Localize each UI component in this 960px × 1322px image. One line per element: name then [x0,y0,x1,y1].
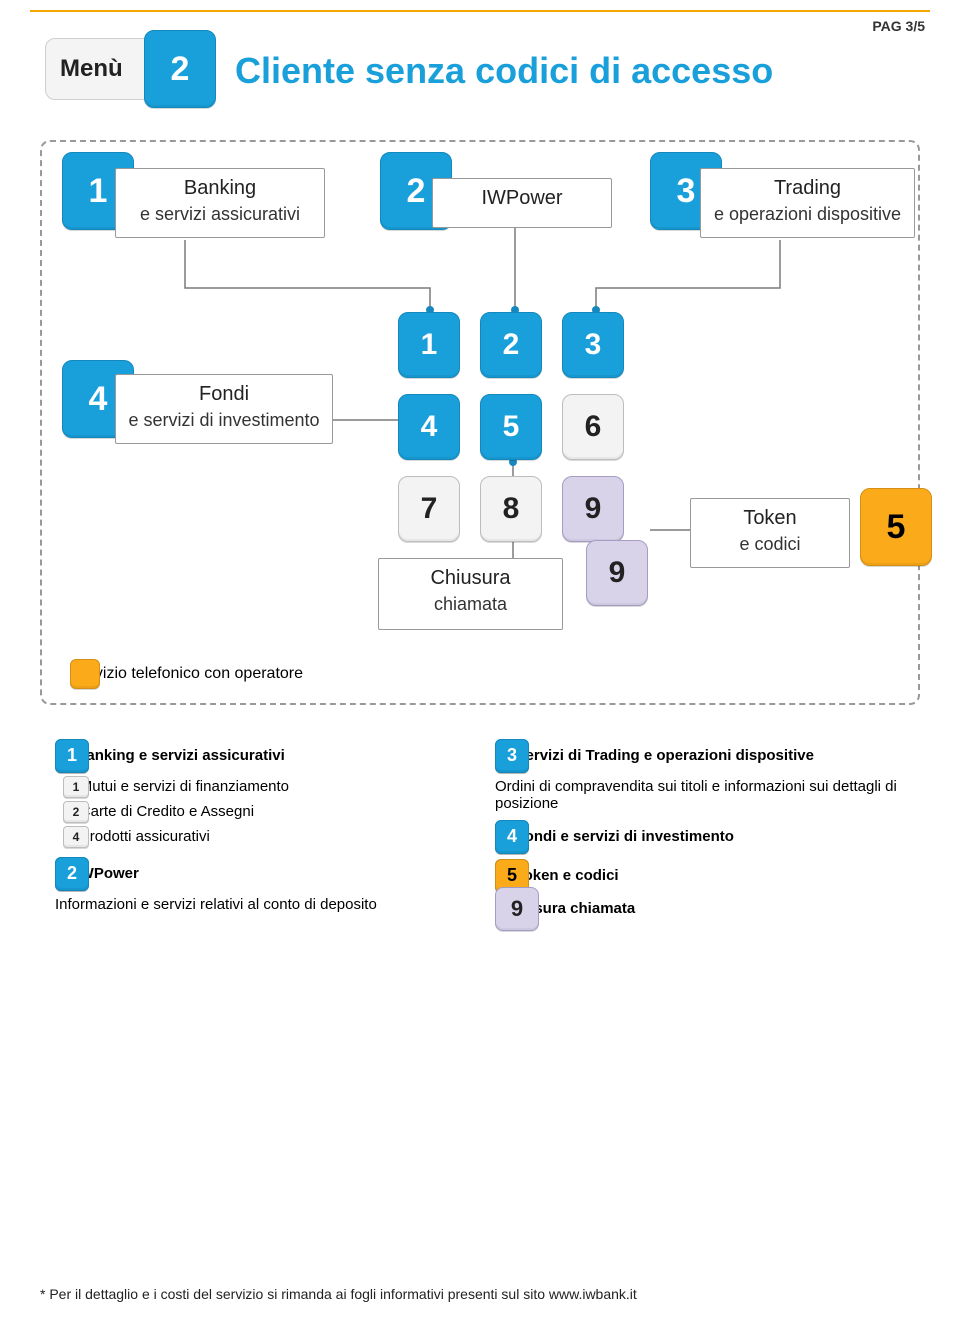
disclaimer-text: * Per il dettaglio e i costi del servizi… [40,1286,637,1302]
legend-tile: 1 [55,739,89,773]
legend-mini-tile: 2 [63,801,89,823]
legend-note: Ordini di compravendita sui titoli e inf… [495,778,935,812]
keypad-6-label: 6 [585,410,602,444]
opt3-card: Trading e operazioni dispositive [700,168,915,238]
legend-mini-tile: 4 [63,826,89,848]
page-root: PAG 3/5 Menù 2 Cliente senza codici di a… [0,0,960,1322]
opt3-number: 3 [677,172,696,211]
legend-tile-label: 5 [507,865,517,886]
legend-left-h1: 2 + 1 Banking e servizi assicurativi [55,745,485,766]
token-sub: e codici [691,534,849,555]
opt5-number: 5 [887,508,906,547]
keypad-6: 6 [562,394,624,460]
legend-text: Token e codici [516,867,619,884]
chiusura-sub: chiamata [379,594,562,615]
legend-text: Fondi e servizi di investimento [516,828,734,845]
legend-tile: 4 [495,820,529,854]
legend-text: Carte di Credito e Assegni [80,803,254,820]
opt2-card: IWPower [432,178,612,228]
legend-subrow: + 2 Carte di Credito e Assegni [63,803,485,820]
menu-number: 2 [171,50,190,89]
keypad-7: 7 [398,476,460,542]
token-title: Token [691,507,849,530]
legend-tile-label: 4 [507,826,517,847]
chiusura-card: Chiusura chiamata [378,558,563,630]
top-accent-line [30,10,930,12]
keypad-9: 9 [562,476,624,542]
opt4-card: Fondi e servizi di investimento [115,374,333,444]
keypad-2: 2 [480,312,542,378]
legend-mini-label: 1 [73,780,80,794]
legend-right-h1: 2 + 3 Servizi di Trading e operazioni di… [495,745,935,766]
keypad-5-label: 5 [503,410,520,444]
opt4-number: 4 [89,380,108,419]
legend-right-h3: 2 + 5 Token e codici [495,865,935,886]
legend-text: Servizi di Trading e operazioni disposit… [516,747,814,764]
legend-subrow: + 1 Mutui e servizi di finanziamento [63,778,485,795]
keypad-2-label: 2 [503,328,520,362]
page-title: Cliente senza codici di accesso [235,50,773,92]
opt1-card: Banking e servizi assicurativi [115,168,325,238]
legend-right-h4: 9 Chiusura chiamata [495,900,935,917]
legend-tile-label: 2 [67,863,77,884]
chiusura-title: Chiusura [379,567,562,590]
keypad-9-label: 9 [585,492,602,526]
legend-left-h2: 2 + 2 IWPower [55,863,485,884]
operator-label: Servizio telefonico con operatore [70,665,303,683]
keypad-1-label: 1 [421,328,438,362]
operator-swatch [70,659,100,689]
opt2-number: 2 [407,172,426,211]
keypad-8-label: 8 [503,492,520,526]
legend-text: Prodotti assicurativi [80,828,210,845]
keypad-extra-9: 9 [586,540,648,606]
opt4-title: Fondi [116,383,332,406]
legend-mini-label: 2 [73,805,80,819]
keypad-3-label: 3 [585,328,602,362]
menu-number-tile: 2 [144,30,216,108]
opt5-number-tile: 5 [860,488,932,566]
legend-tile-label: 3 [507,745,517,766]
opt4-sub: e servizi di investimento [116,410,332,431]
page-indicator: PAG 3/5 [872,18,925,34]
legend-text: Mutui e servizi di finanziamento [80,778,289,795]
keypad-8: 8 [480,476,542,542]
keypad-extra9-label: 9 [609,556,626,590]
opt3-title: Trading [701,177,914,200]
legend-right-h2: 2 + 4 Fondi e servizi di investimento [495,826,935,847]
operator-legend: Servizio telefonico con operatore [70,665,303,683]
legend-tile-label: 9 [511,896,523,922]
opt2-title: IWPower [433,187,611,210]
legend-text: Banking e servizi assicurativi [76,747,285,764]
opt1-number: 1 [89,172,108,211]
legend-tile: 2 [55,857,89,891]
menu-label: Menù [60,55,123,83]
legend-right: 2 + 3 Servizi di Trading e operazioni di… [495,745,935,929]
legend-left: 2 + 1 Banking e servizi assicurativi + 1… [55,745,485,913]
legend-note: Informazioni e servizi relativi al conto… [55,896,485,913]
keypad-1: 1 [398,312,460,378]
legend-tile: 3 [495,739,529,773]
keypad-4-label: 4 [421,410,438,444]
legend-tile-label: 1 [67,745,77,766]
legend-mini-label: 4 [73,830,80,844]
keypad-7-label: 7 [421,492,438,526]
legend-subrow: + 4 Prodotti assicurativi [63,828,485,845]
legend-tile-9: 9 [495,887,539,931]
opt3-sub: e operazioni dispositive [701,204,914,225]
token-card: Token e codici [690,498,850,568]
legend-mini-tile: 1 [63,776,89,798]
keypad-3: 3 [562,312,624,378]
keypad-5: 5 [480,394,542,460]
opt1-sub: e servizi assicurativi [116,204,324,225]
keypad-4: 4 [398,394,460,460]
opt1-title: Banking [116,177,324,200]
